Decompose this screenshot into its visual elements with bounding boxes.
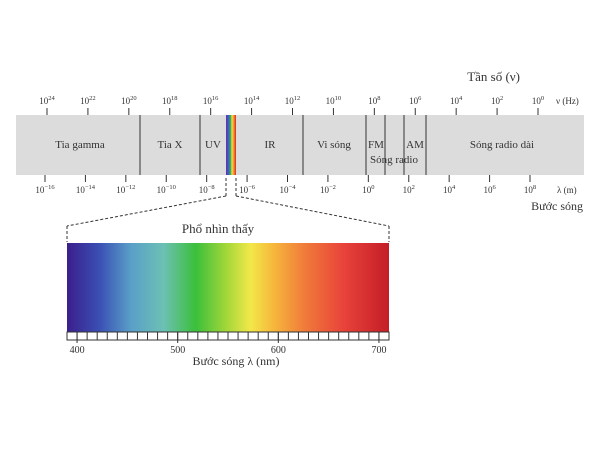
zoom-lines: [66, 178, 390, 242]
frequency-tick-label: 1010: [326, 95, 342, 106]
visible-tick-label: 400: [70, 345, 85, 356]
wavelength-tick-label: 106: [483, 184, 496, 195]
wavelength-tick-label: 10−16: [35, 184, 55, 195]
frequency-unit: ν (Hz): [556, 96, 579, 106]
frequency-tick-label: 1014: [244, 95, 260, 106]
band-label-ir: IR: [265, 139, 277, 151]
visible-axis: 400 500 600 700: [66, 332, 390, 356]
band-label-gamma: Tia gamma: [55, 139, 105, 151]
band-label-fm: FM: [368, 139, 384, 151]
frequency-tick-label: 1018: [162, 95, 178, 106]
frequency-tick-label: 1016: [203, 95, 219, 106]
wavelength-unit: λ (m): [557, 185, 577, 195]
wavelength-tick-label: 102: [403, 184, 415, 195]
frequency-tick-label: 100: [532, 95, 544, 106]
radio-group-label: Sóng radio: [370, 154, 418, 166]
band-label-xray: Tia X: [158, 139, 183, 151]
frequency-tick-label: 102: [491, 95, 503, 106]
frequency-tick-label: 106: [409, 95, 422, 106]
frequency-tick-label: 1022: [80, 95, 96, 106]
band-label-uv: UV: [205, 139, 221, 151]
em-band-background: [16, 115, 584, 175]
wavelength-tick-label: 10−12: [116, 184, 135, 195]
wavelength-tick-label: 10−4: [280, 184, 297, 195]
band-label-microwave: Vi sóng: [317, 139, 351, 151]
visible-tick-label: 500: [170, 345, 185, 356]
visible-tick-label: 600: [271, 345, 286, 356]
frequency-title: Tần số (ν): [467, 69, 520, 84]
visible-tick-label: 700: [371, 345, 386, 356]
wavelength-tick-label: 108: [524, 184, 536, 195]
wavelength-tick-label: 10−14: [76, 184, 96, 195]
visible-spectrum-gradient: [67, 243, 389, 332]
frequency-tick-label: 1024: [39, 95, 55, 106]
band-label-long-radio: Sóng radio dài: [470, 139, 534, 151]
frequency-tick-label: 1020: [121, 95, 137, 106]
wavelength-tick-label: 10−8: [199, 184, 215, 195]
visible-axis-label: Bước sóng λ (nm): [193, 354, 280, 368]
wavelength-title: Bước sóng: [531, 199, 583, 213]
mini-visible-strip: [226, 115, 236, 175]
wavelength-tick-label: 104: [443, 184, 456, 195]
frequency-tick-label: 108: [368, 95, 380, 106]
wavelength-tick-label: 10−2: [320, 184, 336, 195]
band-dividers: [139, 115, 427, 175]
frequency-tick-label: 104: [450, 95, 463, 106]
wavelength-axis: 10−16 10−14 10−12 10−10 10−8 10−6 10−4 10−2 100 1…: [35, 175, 536, 195]
wavelength-tick-label: 10−6: [239, 184, 256, 195]
wavelength-tick-label: 10−10: [157, 184, 176, 195]
band-label-am: AM: [406, 139, 424, 151]
wavelength-tick-label: 100: [362, 184, 374, 195]
frequency-axis: 1024 1022 1020 1018 1016 1014 1012 1010 108 106 10…: [39, 95, 544, 115]
frequency-tick-label: 1012: [285, 95, 301, 106]
visible-spectrum-title: Phổ nhìn thấy: [182, 221, 255, 236]
